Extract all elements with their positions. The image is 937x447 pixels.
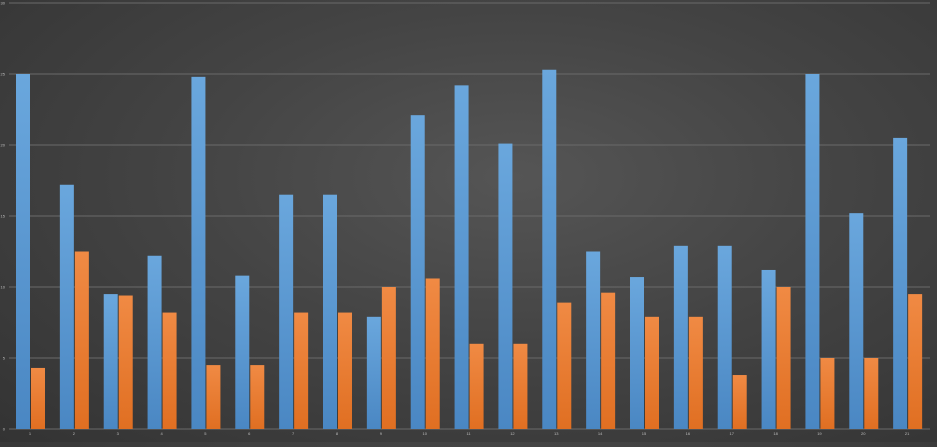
x-tick-label: 8	[336, 431, 339, 436]
bar	[673, 245, 688, 429]
bar	[16, 74, 30, 429]
x-tick-label: 16	[686, 431, 691, 436]
bar	[323, 194, 337, 429]
bar	[294, 312, 309, 429]
gridlines	[9, 2, 930, 430]
bar	[279, 194, 294, 429]
bar	[454, 85, 469, 430]
bar	[206, 365, 221, 429]
bar	[557, 302, 572, 429]
bar	[645, 316, 659, 429]
bars	[16, 69, 923, 430]
x-tick-label: 21	[905, 431, 910, 436]
bar	[820, 358, 835, 429]
x-tick-label: 17	[729, 431, 734, 436]
y-tick-label: 0	[3, 427, 6, 432]
bar	[732, 375, 747, 429]
bar	[893, 137, 908, 429]
bar	[191, 76, 206, 429]
y-tick-label: 25	[1, 72, 6, 77]
bar	[776, 287, 791, 429]
x-tick-label: 2	[73, 431, 76, 436]
x-tick-label: 13	[554, 431, 559, 436]
bar	[162, 312, 177, 429]
y-tick-label: 30	[1, 1, 6, 6]
y-tick-label: 5	[3, 356, 6, 361]
bar	[250, 365, 265, 429]
bar	[338, 312, 352, 429]
bar	[908, 294, 923, 429]
x-tick-label: 11	[466, 431, 471, 436]
x-tick-label: 10	[422, 431, 427, 436]
x-tick-label: 4	[160, 431, 163, 436]
x-tick-label: 1	[29, 431, 32, 436]
bar	[717, 245, 732, 429]
bar	[118, 295, 133, 429]
bar	[381, 287, 396, 429]
bar	[469, 343, 484, 429]
bar	[366, 316, 381, 429]
x-tick-label: 19	[817, 431, 822, 436]
x-tick-label: 6	[248, 431, 251, 436]
x-tick-label: 18	[773, 431, 778, 436]
bar	[103, 294, 118, 429]
bar	[425, 278, 440, 429]
x-tick-label: 20	[861, 431, 866, 436]
bar	[688, 316, 703, 429]
bar	[864, 358, 879, 429]
x-tick-label: 14	[598, 431, 603, 436]
x-tick-label: 7	[292, 431, 295, 436]
y-tick-label: 20	[1, 143, 6, 148]
x-tick-label: 3	[117, 431, 120, 436]
x-tick-label: 15	[642, 431, 647, 436]
bar	[542, 69, 557, 430]
bar	[59, 184, 74, 429]
y-tick-label: 15	[1, 214, 6, 219]
bar	[74, 251, 89, 429]
bar	[235, 275, 250, 429]
x-tick-label: 5	[204, 431, 207, 436]
bar	[31, 367, 45, 429]
bar	[805, 74, 820, 429]
bar	[410, 115, 425, 430]
bar	[498, 143, 513, 429]
x-tick-label: 9	[380, 431, 383, 436]
y-tick-label: 10	[1, 285, 6, 290]
bar	[147, 255, 162, 429]
bar	[601, 292, 616, 429]
bar	[761, 269, 776, 429]
x-tick-label: 12	[510, 431, 515, 436]
bar	[513, 343, 528, 429]
bar	[849, 213, 864, 429]
bar	[630, 277, 644, 429]
bar	[586, 251, 601, 429]
